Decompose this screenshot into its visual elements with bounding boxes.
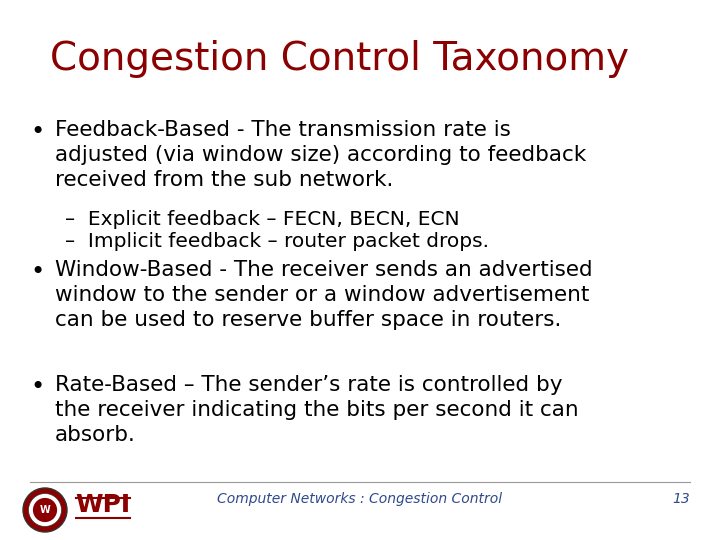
- Text: Congestion Control Taxonomy: Congestion Control Taxonomy: [50, 40, 629, 78]
- Circle shape: [33, 498, 57, 522]
- Text: 13: 13: [672, 492, 690, 506]
- Text: •: •: [30, 375, 44, 399]
- Text: Computer Networks : Congestion Control: Computer Networks : Congestion Control: [217, 492, 503, 506]
- Text: Rate-Based – The sender’s rate is controlled by
the receiver indicating the bits: Rate-Based – The sender’s rate is contro…: [55, 375, 579, 444]
- Text: W: W: [40, 505, 50, 515]
- Text: –  Implicit feedback – router packet drops.: – Implicit feedback – router packet drop…: [65, 232, 489, 251]
- Text: Window-Based - The receiver sends an advertised
window to the sender or a window: Window-Based - The receiver sends an adv…: [55, 260, 593, 329]
- Text: Feedback-Based - The transmission rate is
adjusted (via window size) according t: Feedback-Based - The transmission rate i…: [55, 120, 586, 190]
- Text: WPI: WPI: [76, 493, 130, 517]
- Circle shape: [29, 494, 61, 526]
- Circle shape: [23, 488, 67, 532]
- Text: •: •: [30, 260, 44, 284]
- Text: •: •: [30, 120, 44, 144]
- Text: –  Explicit feedback – FECN, BECN, ECN: – Explicit feedback – FECN, BECN, ECN: [65, 210, 459, 229]
